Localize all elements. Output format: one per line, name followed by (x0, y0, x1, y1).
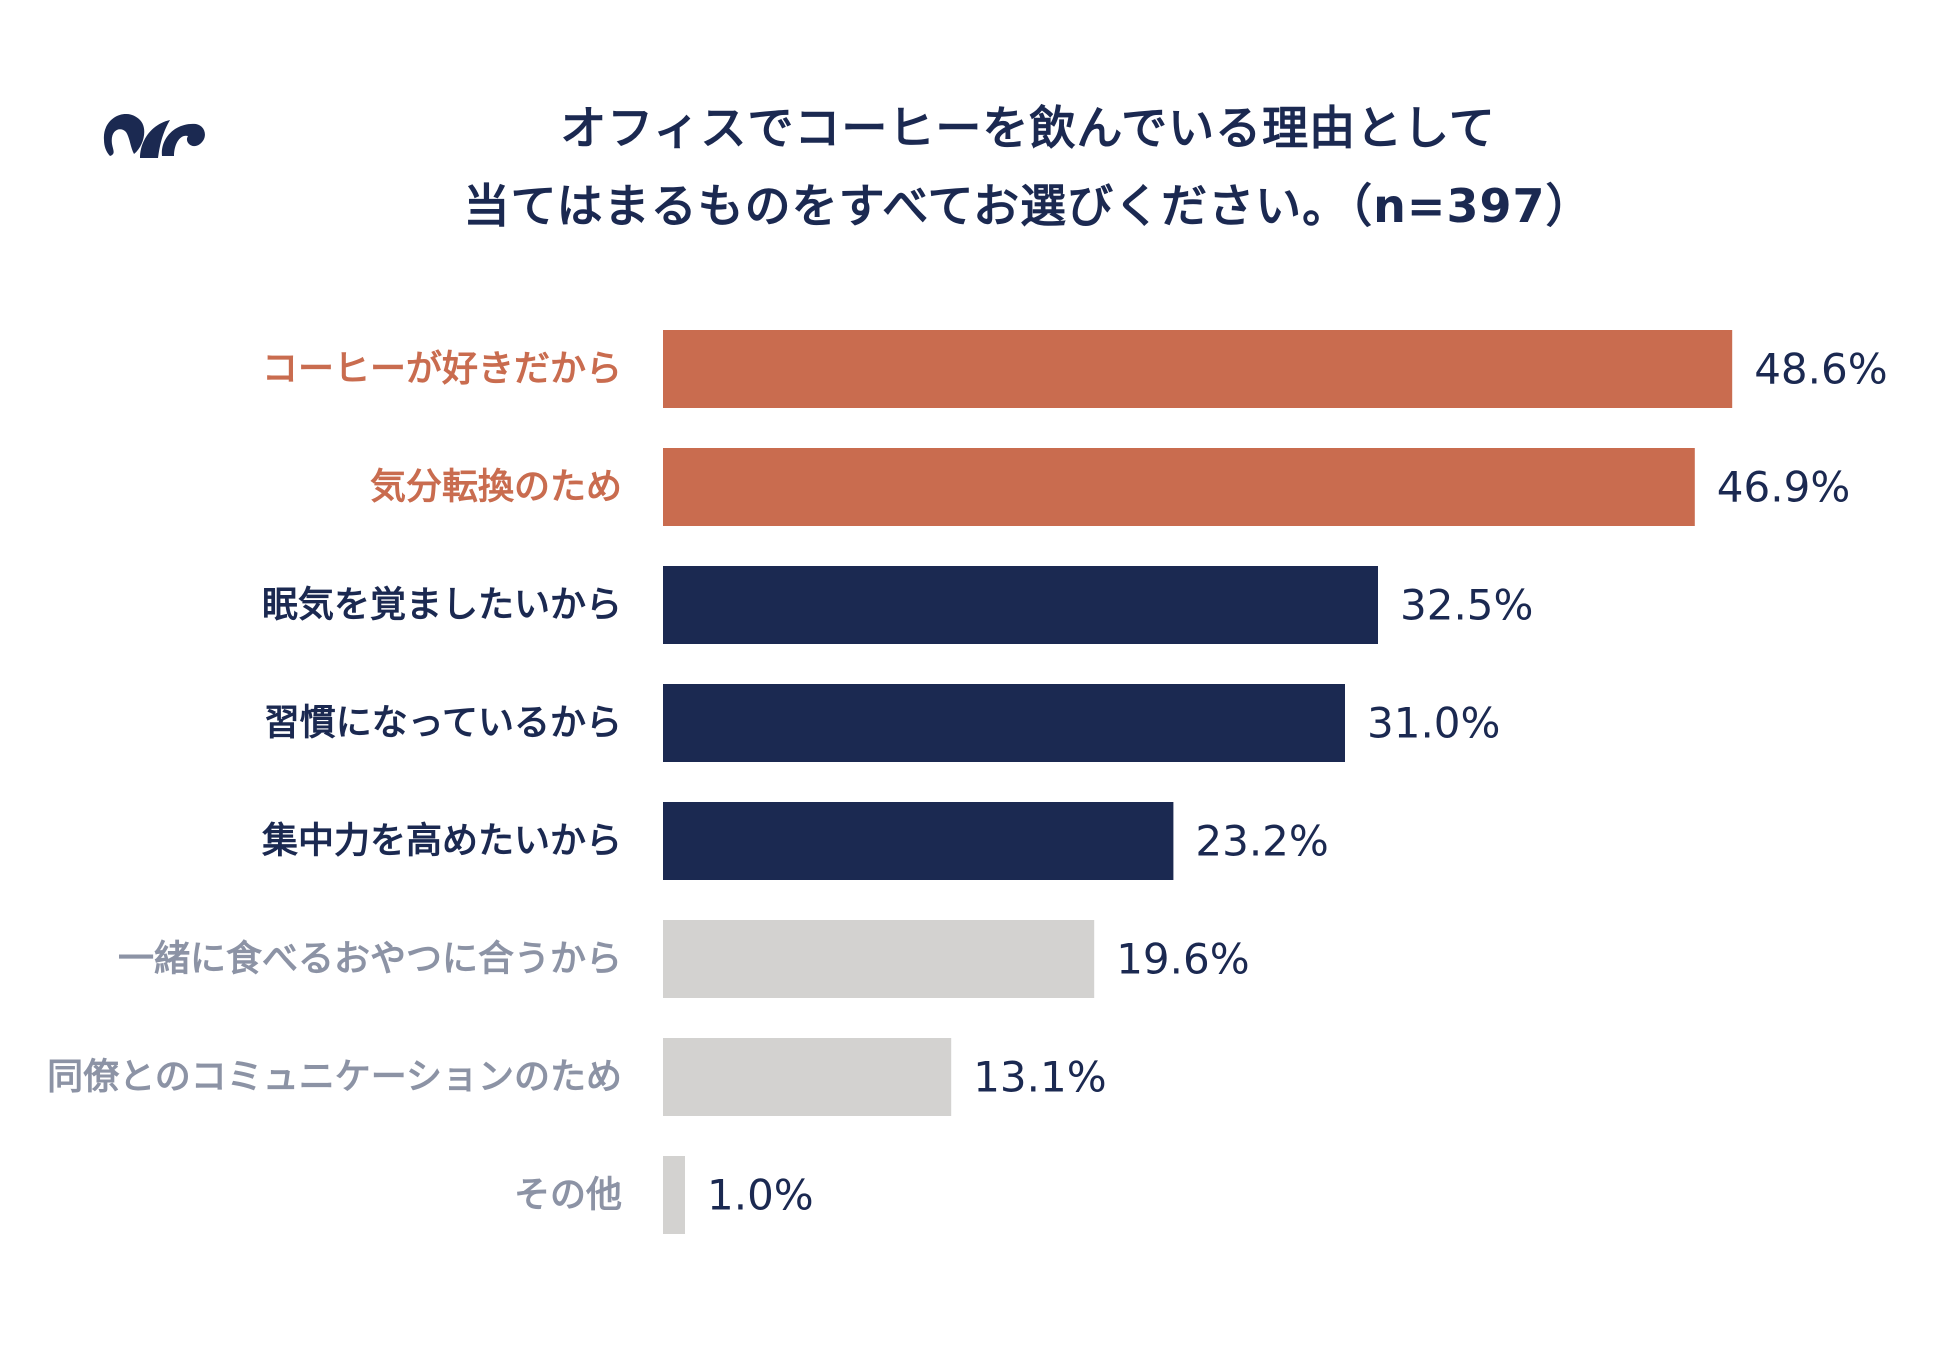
value-label-3: 31.0% (1367, 699, 1500, 748)
category-label-7: その他 (514, 1175, 622, 1216)
category-label-1: 気分転換のため (370, 467, 622, 508)
category-label-3: 習慣になっているから (264, 703, 622, 744)
category-label-6: 同僚とのコミュニケーションのため (47, 1057, 622, 1098)
chart-title-line-2: 当てはまるものをすべてお選びください。（n=397） (463, 179, 1593, 233)
value-label-0: 48.6% (1754, 345, 1887, 394)
value-label-1: 46.9% (1717, 463, 1850, 512)
value-label-4: 23.2% (1195, 817, 1328, 866)
chart-title-line-1: オフィスでコーヒーを飲んでいる理由として (560, 101, 1496, 155)
bar-4 (663, 802, 1174, 880)
bar-5 (663, 920, 1095, 998)
category-label-2: 眠気を覚ましたいから (262, 585, 622, 626)
bar-7 (663, 1156, 685, 1234)
category-label-5: 一緒に食べるおやつに合うから (118, 939, 622, 980)
value-label-6: 13.1% (973, 1053, 1106, 1102)
bar-6 (663, 1038, 952, 1116)
value-label-7: 1.0% (707, 1171, 814, 1220)
category-label-4: 集中力を高めたいから (261, 821, 622, 862)
bar-0 (663, 330, 1733, 408)
bar-3 (663, 684, 1345, 762)
bar-2 (663, 566, 1378, 644)
value-label-5: 19.6% (1116, 935, 1249, 984)
value-label-2: 32.5% (1400, 581, 1533, 630)
brand-logo-icon (103, 113, 205, 158)
category-label-0: コーヒーが好きだから (262, 349, 622, 390)
bar-1 (663, 448, 1695, 526)
